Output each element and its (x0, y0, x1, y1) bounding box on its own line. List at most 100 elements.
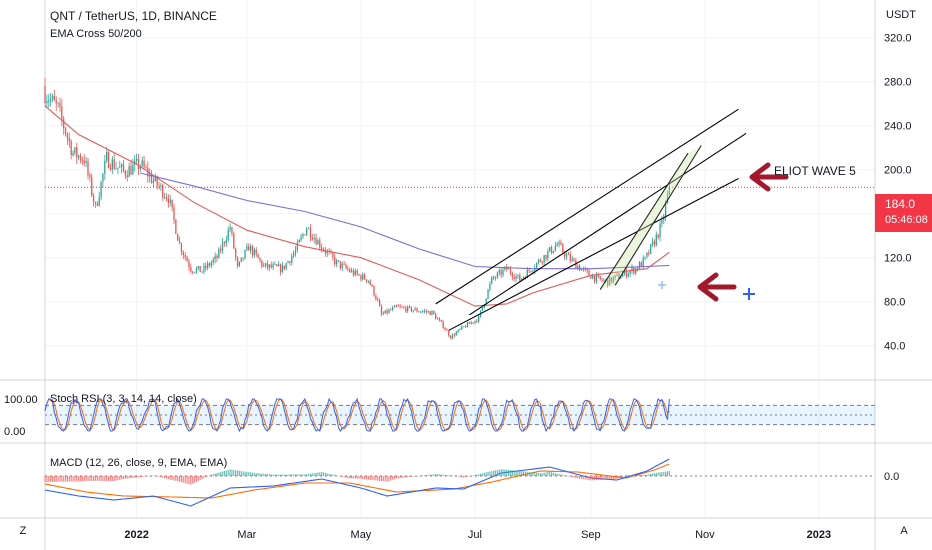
time-axis: 2022 Mar May Jul Sep Nov 2023 (124, 529, 831, 541)
macd-histogram-bar (397, 476, 399, 479)
macd-histogram-bar (608, 476, 611, 480)
candle-body (457, 329, 459, 333)
macd-histogram-bar (579, 476, 581, 479)
macd-histogram-bar (537, 472, 540, 476)
macd-histogram-bar (259, 473, 261, 476)
candle-body (655, 234, 657, 246)
candle-body (218, 248, 220, 259)
macd-histogram-bar (379, 476, 381, 481)
macd-histogram-bar (300, 474, 302, 476)
macd-histogram-bar (392, 476, 394, 480)
macd-histogram-bar (573, 476, 575, 478)
macd-histogram-bar (631, 475, 633, 476)
macd-histogram-bar (68, 476, 70, 482)
candle-body (491, 276, 493, 284)
macd-histogram-bar (109, 476, 112, 481)
macd-histogram-bar (653, 473, 656, 476)
candle-body (283, 265, 285, 269)
macd-histogram-bar (478, 474, 480, 476)
zoom-reset-button[interactable]: Z (19, 525, 27, 537)
price-tick-label: 200.0 (884, 165, 912, 177)
macd-histogram-bar (543, 472, 545, 476)
candle-body (79, 155, 82, 161)
candle-body (478, 316, 480, 322)
candle-body (642, 257, 644, 267)
candle-body (511, 273, 513, 278)
candle-body (175, 219, 177, 234)
candle-body (393, 305, 396, 308)
candle-body (141, 160, 143, 166)
macd-histogram-bar (601, 476, 603, 480)
symbol-title: QNT / TetherUS, 1D, BINANCE (50, 9, 217, 23)
candle-body (552, 250, 555, 253)
auto-scale-button[interactable]: A (900, 525, 908, 537)
macd-histogram-bar (147, 476, 149, 477)
macd-histogram-bar (636, 475, 639, 476)
macd-histogram-bar (541, 472, 543, 476)
macd-histogram-bar (479, 473, 482, 476)
candle-body (356, 270, 358, 275)
candle-body (128, 166, 130, 178)
candle-body (109, 168, 112, 170)
trend-line (435, 108, 739, 305)
macd-histogram-bar (322, 472, 325, 476)
candle-body (251, 246, 254, 256)
macd-histogram-bar (46, 476, 48, 482)
time-tick-label: Nov (695, 529, 715, 541)
candle-body (395, 305, 398, 307)
candle-body (321, 247, 323, 250)
candle-body (549, 247, 551, 252)
candle-body (496, 272, 499, 278)
macd-histogram-bar (590, 476, 592, 481)
macd-histogram-bar (410, 476, 412, 477)
candle-body (53, 95, 56, 101)
macd-histogram-bar (446, 475, 448, 476)
macd-histogram-bar (107, 476, 110, 481)
candle-body (104, 160, 106, 174)
macd-histogram-bar (294, 474, 297, 476)
candle-body (261, 260, 263, 267)
macd-histogram-bar (324, 472, 327, 476)
macd-histogram-bar (560, 474, 562, 476)
candle-body (343, 263, 345, 265)
candle-body (334, 257, 336, 265)
candle-body (444, 327, 446, 330)
macd-histogram-bar (53, 476, 55, 482)
macd-histogram-bar (115, 476, 117, 481)
candle-body (592, 275, 594, 279)
macd-histogram-bar (565, 475, 568, 477)
macd-histogram-bar (575, 476, 577, 479)
candle-body (180, 243, 183, 253)
macd-histogram-bar (276, 474, 278, 476)
macd-histogram-bar (250, 472, 252, 476)
candle-body (453, 334, 456, 336)
candle-body (285, 263, 287, 269)
candle-body (106, 152, 108, 161)
macd-histogram-bar (188, 476, 190, 485)
macd-histogram-bar (263, 473, 265, 476)
macd-histogram-bar (164, 476, 166, 479)
macd-histogram-bar (50, 476, 52, 482)
macd-histogram-bar (451, 475, 454, 477)
price-tick-label: 280.0 (884, 77, 912, 89)
candle-body (291, 256, 293, 263)
time-tick-label: Jul (468, 529, 482, 541)
macd-histogram-bar (642, 474, 644, 476)
macd-histogram-bar (195, 476, 198, 482)
candle-body (659, 223, 661, 238)
macd-histogram-bar (197, 476, 199, 481)
macd-histogram-bar (407, 476, 409, 478)
candle-body (263, 265, 265, 267)
macd-histogram-bar (227, 469, 229, 476)
macd-histogram-bar (545, 472, 547, 476)
macd-histogram-bar (141, 476, 143, 477)
candle-body (408, 306, 411, 308)
macd-histogram-bar (154, 475, 156, 477)
candle-body (384, 310, 386, 314)
macd-histogram-bar (550, 472, 553, 476)
candle-body (433, 310, 435, 315)
macd-histogram-bar (564, 475, 566, 476)
macd-histogram-bar (311, 473, 313, 476)
